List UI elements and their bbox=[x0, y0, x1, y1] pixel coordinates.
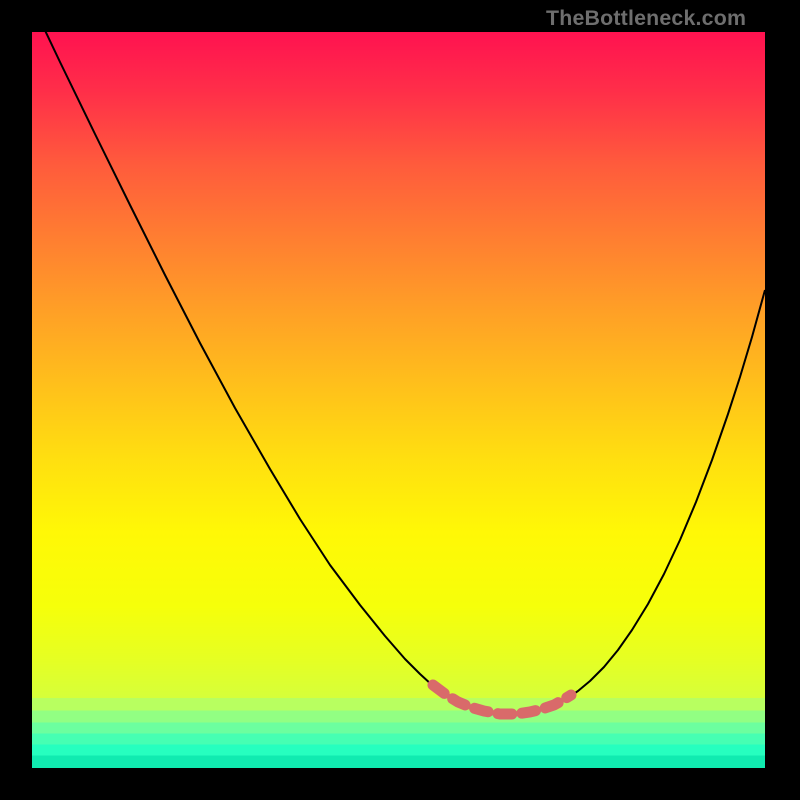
gradient-background bbox=[32, 32, 765, 768]
frame-left bbox=[0, 0, 32, 800]
frame-bottom bbox=[0, 768, 800, 800]
attribution-text: TheBottleneck.com bbox=[546, 6, 746, 31]
stage: TheBottleneck.com bbox=[0, 0, 800, 800]
frame-right bbox=[765, 0, 800, 800]
plot-area bbox=[32, 32, 765, 768]
chart-svg bbox=[32, 32, 765, 768]
